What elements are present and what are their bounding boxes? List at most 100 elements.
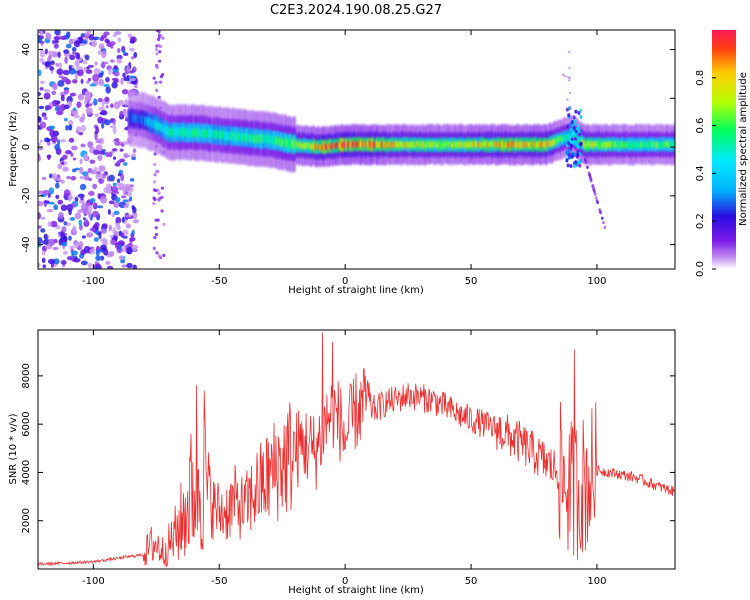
noise-blob [119, 110, 124, 118]
spectral-ridge-cell [644, 141, 647, 148]
noise-blob [73, 114, 80, 119]
burst-blob [570, 120, 574, 125]
noise-blob [81, 235, 87, 239]
noise-blob [122, 199, 129, 203]
spectral-ridge-cell [619, 142, 622, 148]
spectral-ridge-cell [167, 127, 171, 136]
noise-blob [78, 219, 83, 227]
noise-blob [129, 40, 135, 44]
noise-blob [42, 190, 50, 196]
noise-blob [125, 214, 132, 218]
noise-blob [60, 94, 65, 102]
noise-blob [74, 196, 79, 203]
spectral-ridge-cell [594, 141, 597, 148]
noise-blob [107, 208, 111, 215]
spectral-ridge-cell [309, 143, 312, 150]
spectrogram-y-ticks: -40 -20 0 20 40 [21, 43, 675, 253]
noise-blob [55, 182, 60, 189]
colorbar-tick-label: 0.8 [695, 70, 706, 86]
noise-blob [103, 83, 110, 87]
noise-blob [46, 141, 51, 146]
noise-blob [38, 225, 42, 229]
noise-blob [87, 77, 92, 82]
spectral-ridge-cell [312, 143, 315, 149]
noise-blob [122, 72, 126, 78]
spectral-ridge-cell [183, 127, 186, 136]
spectral-ridge-cell [240, 133, 243, 142]
noise-blob [105, 104, 109, 109]
noise-blob [45, 105, 52, 111]
spectral-ridge-cell [573, 133, 576, 140]
spectral-ridge-cell [199, 129, 203, 138]
spectral-ridge-cell [552, 138, 556, 145]
noise-blob [47, 238, 55, 247]
spectral-ridge-cell [371, 141, 374, 148]
noise-blob [129, 196, 133, 202]
spectral-ridge-cell [295, 141, 298, 148]
noise-blob [133, 51, 138, 58]
spectral-ridge-cell [528, 142, 531, 148]
noise-blob [60, 139, 67, 143]
spectral-ridge-cell [475, 141, 478, 148]
noise-blob [155, 52, 159, 56]
spectral-ridge-cell [588, 142, 592, 148]
noise-blob [110, 103, 114, 109]
spectral-ridge-cell [672, 141, 675, 148]
spectral-ridge-cell [228, 132, 232, 141]
spectrogram-panel: -100 -50 0 50 100 -40 -20 0 20 40 Height of stra… [8, 29, 676, 296]
y-tick-label: 6000 [21, 411, 32, 436]
noise-blob [85, 69, 93, 75]
noise-blob [158, 59, 162, 63]
noise-blob [70, 175, 76, 181]
noise-blob [71, 145, 78, 151]
noise-blob [108, 250, 115, 257]
spectral-ridge-cell [317, 144, 320, 151]
spectral-ridge-cell [640, 141, 643, 148]
burst-blob [567, 141, 571, 146]
spectral-ridge-cell [582, 139, 585, 146]
noise-blob [98, 78, 105, 86]
spectral-ridge-cell [414, 141, 417, 148]
noise-blob [63, 49, 70, 54]
spectral-ridge-cell [406, 141, 409, 148]
spectral-ridge-cell [246, 133, 250, 142]
spectral-ridge-cell [194, 128, 197, 136]
spectral-ridge-cell [248, 134, 251, 143]
noise-blob [80, 78, 84, 84]
spectral-ridge-cell [324, 143, 327, 150]
noise-blob [88, 190, 95, 197]
spectral-ridge-cell [426, 141, 430, 148]
noise-blob [93, 98, 98, 106]
spectral-ridge-cell [534, 142, 538, 149]
spectral-ridge-cell [330, 143, 333, 150]
spectral-ridge-cell [420, 142, 423, 148]
spectral-ridge-cell [314, 144, 317, 150]
spectral-ridge-cell [378, 141, 381, 148]
spectral-ridge-cell [334, 143, 337, 149]
spectral-ridge-cell [583, 142, 586, 149]
noise-blob [101, 50, 107, 59]
noise-blob [153, 162, 157, 167]
spectral-ridge-cell [169, 129, 172, 138]
spectral-ridge-cell [436, 142, 439, 148]
spectral-ridge-cell [138, 116, 142, 124]
noise-blob [39, 139, 43, 143]
noise-blob [61, 226, 67, 233]
burst-blob [572, 115, 576, 120]
noise-blob [97, 72, 104, 78]
noise-blob [38, 262, 41, 267]
noise-blob [81, 202, 88, 211]
spectral-ridge-cell [127, 113, 131, 122]
noise-blob [72, 225, 77, 234]
spectral-ridge-cell [451, 142, 455, 148]
spectral-ridge-cell [341, 142, 344, 148]
spectral-ridge-cell [479, 142, 482, 148]
noise-blob [116, 58, 122, 64]
x-tick-label: 100 [587, 276, 606, 287]
noise-blob [156, 188, 160, 193]
spectral-ridge-cell [177, 127, 180, 136]
spectral-ridge-cell [165, 126, 168, 135]
spectral-ridge-cell [388, 141, 391, 148]
noise-blob [121, 89, 129, 95]
spectral-ridge-cell [192, 128, 196, 137]
